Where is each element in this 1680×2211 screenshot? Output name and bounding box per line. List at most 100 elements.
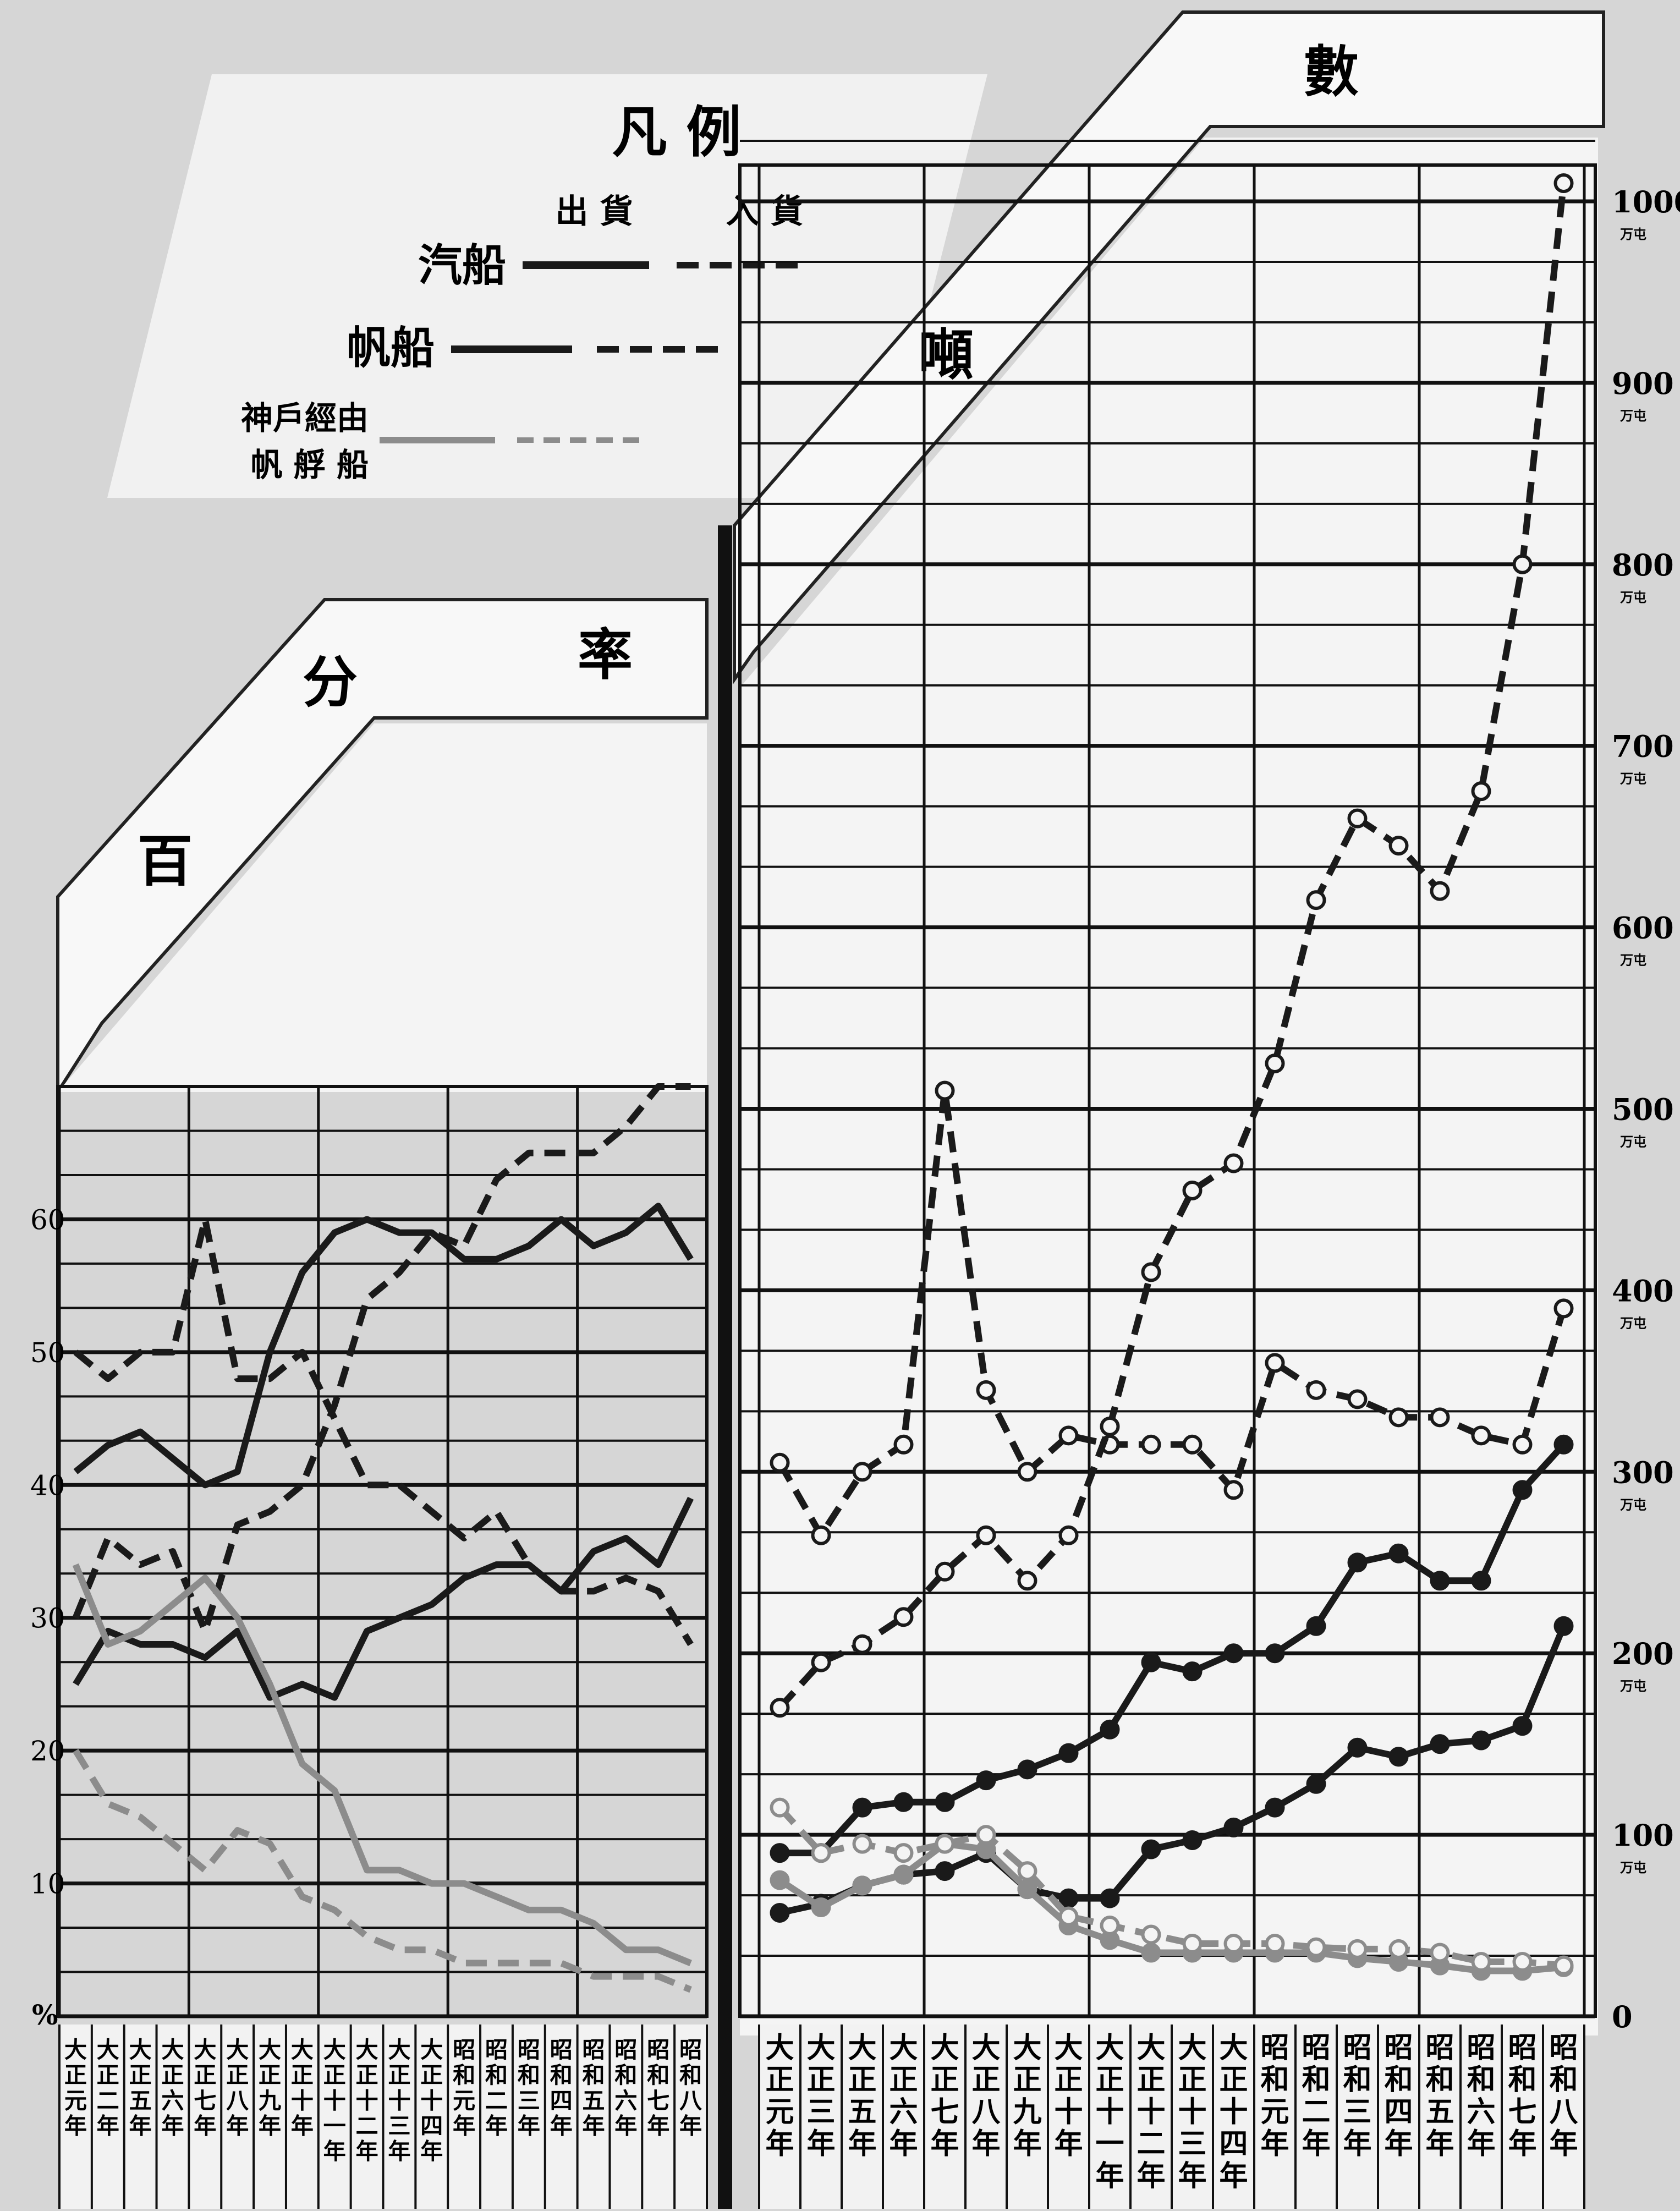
data-point (1471, 1952, 1491, 1972)
y-tick-label: 800 (1612, 547, 1674, 583)
legend-sail-label: 帆船 (347, 322, 435, 374)
x-tick-label: 大正十一年 (323, 2036, 346, 2165)
x-axis: 大正元年大正三年大正五年大正六年大正七年大正八年大正九年大正十年大正十一年大正十… (758, 2025, 1585, 2209)
data-point (935, 1561, 955, 1582)
data-point (1430, 1571, 1450, 1591)
series-line (777, 183, 1567, 1710)
plot-frame (56, 1085, 709, 2018)
x-tick-label: 大正六年 (161, 2036, 184, 2139)
data-point (1182, 1180, 1203, 1200)
data-point (976, 1825, 996, 1845)
data-point (893, 1607, 914, 1627)
data-point (770, 1698, 790, 1718)
x-tick-label: 昭和七年 (647, 2036, 669, 2139)
data-point (1100, 1888, 1120, 1908)
y-tick-label: 300 (1612, 1455, 1674, 1490)
right-title-char-2: 數 (1304, 39, 1359, 104)
data-point (1223, 1480, 1244, 1500)
y-tick-label: 400 (1612, 1273, 1674, 1308)
data-point (770, 1843, 790, 1863)
data-point (1347, 808, 1368, 829)
data-point (1512, 1480, 1533, 1500)
left-chart: 102030405060%大正元年大正二年大正五年大正六年大正七年大正八年大正九… (30, 1083, 709, 2209)
data-point (1100, 1416, 1120, 1436)
data-point (1553, 1616, 1574, 1636)
data-point (1223, 1643, 1244, 1664)
data-point (770, 1452, 790, 1473)
y-tick-label: 30 (30, 1603, 65, 1634)
x-tick-label: 大正十年 (1054, 2031, 1083, 2161)
data-point (935, 1792, 955, 1812)
x-tick-label: 大正八年 (226, 2036, 249, 2139)
legend: 凡 例 出 貨 入 貨 汽船 帆船 神戶經由 帆 艀 船 (107, 74, 987, 498)
series-line (73, 1748, 692, 1993)
grid (56, 1085, 709, 2018)
y-tick-label: 200 (1612, 1636, 1674, 1671)
data-point (1347, 1389, 1368, 1409)
data-point (1265, 1797, 1285, 1818)
data-point (1100, 1916, 1120, 1936)
data-point (1512, 554, 1533, 574)
x-tick-label: 昭和六年 (1467, 2031, 1495, 2161)
data-point (1017, 1759, 1037, 1780)
data-point (1471, 781, 1491, 802)
x-tick-label: 昭和四年 (1384, 2031, 1413, 2161)
y-tick-label: 500 (1612, 1091, 1674, 1127)
data-point (1141, 1434, 1161, 1455)
data-point (852, 1634, 872, 1654)
data-point (1306, 1937, 1326, 1957)
data-point (1430, 881, 1450, 901)
data-point (1553, 1434, 1574, 1455)
y-tick-unit: 万屯 (1620, 952, 1646, 968)
data-point (1265, 1054, 1285, 1074)
data-point (1223, 1817, 1244, 1837)
y-tick-unit: 万屯 (1620, 408, 1646, 424)
data-point (1017, 1462, 1037, 1482)
x-tick-label: 昭和八年 (1549, 2031, 1578, 2161)
data-point (1141, 1262, 1161, 1282)
legend-kobe-label-2: 帆 艀 船 (251, 446, 369, 484)
data-point (1430, 1734, 1450, 1754)
y-tick-label: 60 (30, 1204, 65, 1236)
data-point (1306, 890, 1326, 910)
x-tick-label: 大正元年 (765, 2031, 794, 2161)
data-point (1017, 1879, 1037, 1900)
y-tick-label: 40 (30, 1469, 65, 1501)
data-point (811, 1525, 831, 1545)
y-tick-unit: 万屯 (1620, 226, 1646, 242)
y-tick-label: 1000 (1612, 184, 1680, 220)
y-tick-unit: 万屯 (1620, 1133, 1646, 1149)
x-tick-label: 昭和元年 (1260, 2031, 1289, 2161)
data-point (1388, 1747, 1409, 1767)
y-tick-label: 700 (1612, 729, 1674, 764)
data-point (770, 1870, 790, 1890)
legend-steam-label: 汽船 (418, 239, 506, 291)
legend-panel (107, 74, 987, 498)
data-point (852, 1834, 872, 1854)
legend-col-export: 出 貨 (556, 193, 633, 231)
x-axis: 大正元年大正二年大正五年大正六年大正七年大正八年大正九年大正十年大正十一年大正十… (58, 2025, 708, 2209)
data-point (893, 1864, 914, 1885)
y-tick-label: 100 (1612, 1818, 1674, 1853)
x-tick-label: 大正五年 (129, 2036, 152, 2139)
x-tick-label: 大正九年 (259, 2036, 281, 2139)
data-point (852, 1462, 872, 1482)
x-tick-label: 大正十四年 (420, 2036, 443, 2165)
data-point (976, 1525, 996, 1545)
data-point (1512, 1952, 1533, 1972)
y-tick-unit: 万屯 (1620, 1496, 1646, 1512)
series-group (770, 173, 1574, 1981)
data-point (1141, 1839, 1161, 1859)
data-point (1017, 1571, 1037, 1591)
data-point (893, 1434, 914, 1455)
x-tick-label: 昭和元年 (453, 2036, 475, 2139)
data-point (1306, 1380, 1326, 1400)
y-tick-label: 0 (1612, 1999, 1633, 2034)
data-point (811, 1843, 831, 1863)
data-point (1512, 1434, 1533, 1455)
data-point (1058, 1743, 1079, 1763)
y-tick-label: 50 (30, 1337, 65, 1369)
y-axis: 0 100 万屯 200 万屯 300 万屯 400 万屯 500 万屯 600 万屯 700 万屯 800 万… (1612, 184, 1680, 2034)
